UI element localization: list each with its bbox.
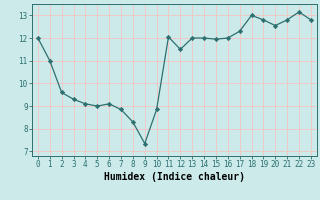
X-axis label: Humidex (Indice chaleur): Humidex (Indice chaleur) <box>104 172 245 182</box>
